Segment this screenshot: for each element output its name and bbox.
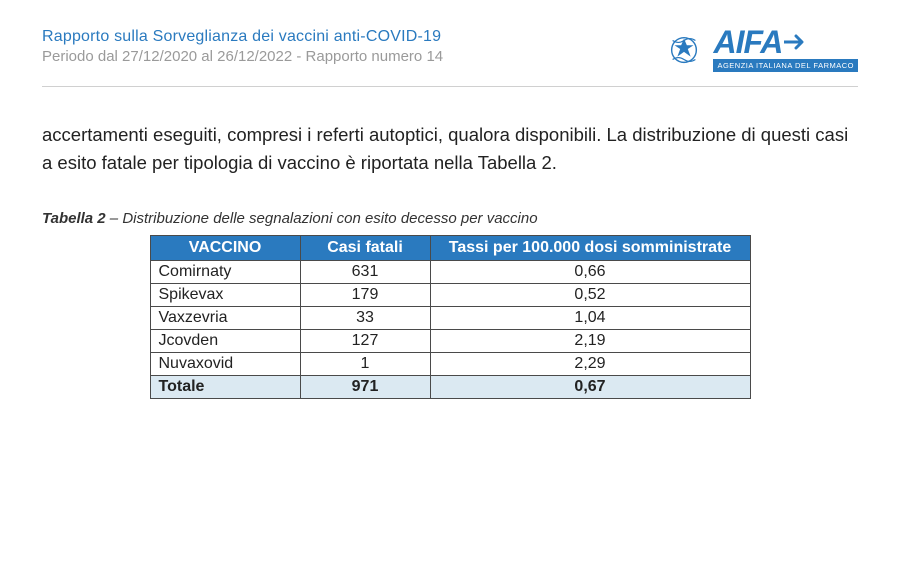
cell-vaccine: Nuvaxovid — [150, 353, 300, 376]
aifa-logo-text: AIFA — [713, 28, 806, 57]
document-page: Rapporto sulla Sorveglianza dei vaccini … — [0, 0, 900, 568]
table-body: Comirnaty 631 0,66 Spikevax 179 0,52 Vax… — [150, 261, 750, 399]
cell-vaccine: Jcovden — [150, 330, 300, 353]
table-caption-label: Tabella 2 — [42, 210, 106, 227]
aifa-logo-tagline: AGENZIA ITALIANA DEL FARMACO — [713, 59, 858, 72]
report-title: Rapporto sulla Sorveglianza dei vaccini … — [42, 28, 665, 46]
body-paragraph: accertamenti eseguiti, compresi i refert… — [42, 121, 858, 178]
cell-rate: 0,66 — [430, 261, 750, 284]
table-caption: Tabella 2 – Distribuzione delle segnalaz… — [42, 210, 858, 227]
table-row: Spikevax 179 0,52 — [150, 284, 750, 307]
col-header-rate: Tassi per 100.000 dosi somministrate — [430, 236, 750, 261]
col-header-vaccine: VACCINO — [150, 236, 300, 261]
cell-cases: 33 — [300, 307, 430, 330]
vaccine-table: VACCINO Casi fatali Tassi per 100.000 do… — [150, 235, 751, 399]
cell-vaccine: Comirnaty — [150, 261, 300, 284]
cell-cases: 631 — [300, 261, 430, 284]
cell-cases: 127 — [300, 330, 430, 353]
cell-rate: 0,52 — [430, 284, 750, 307]
cell-vaccine: Spikevax — [150, 284, 300, 307]
cell-rate: 1,04 — [430, 307, 750, 330]
cell-total-label: Totale — [150, 376, 300, 399]
cell-cases: 1 — [300, 353, 430, 376]
cell-total-cases: 971 — [300, 376, 430, 399]
table-row: Nuvaxovid 1 2,29 — [150, 353, 750, 376]
table-row: Vaxzevria 33 1,04 — [150, 307, 750, 330]
aifa-logo-letters: AIFA — [713, 28, 782, 57]
arrow-right-icon — [784, 33, 806, 51]
table-row: Comirnaty 631 0,66 — [150, 261, 750, 284]
table-total-row: Totale 971 0,67 — [150, 376, 750, 399]
header-text-block: Rapporto sulla Sorveglianza dei vaccini … — [42, 28, 665, 65]
cell-rate: 2,29 — [430, 353, 750, 376]
italy-emblem-icon — [665, 31, 703, 69]
col-header-cases: Casi fatali — [300, 236, 430, 261]
aifa-logo: AIFA AGENZIA ITALIANA DEL FARMACO — [713, 28, 858, 72]
table-row: Jcovden 127 2,19 — [150, 330, 750, 353]
header-logo-block: AIFA AGENZIA ITALIANA DEL FARMACO — [665, 28, 858, 72]
cell-cases: 179 — [300, 284, 430, 307]
table-header-row: VACCINO Casi fatali Tassi per 100.000 do… — [150, 236, 750, 261]
table-caption-text: – Distribuzione delle segnalazioni con e… — [106, 210, 538, 227]
cell-total-rate: 0,67 — [430, 376, 750, 399]
report-subtitle: Periodo dal 27/12/2020 al 26/12/2022 - R… — [42, 48, 665, 65]
table-container: VACCINO Casi fatali Tassi per 100.000 do… — [42, 235, 858, 399]
cell-vaccine: Vaxzevria — [150, 307, 300, 330]
cell-rate: 2,19 — [430, 330, 750, 353]
page-header: Rapporto sulla Sorveglianza dei vaccini … — [42, 28, 858, 87]
